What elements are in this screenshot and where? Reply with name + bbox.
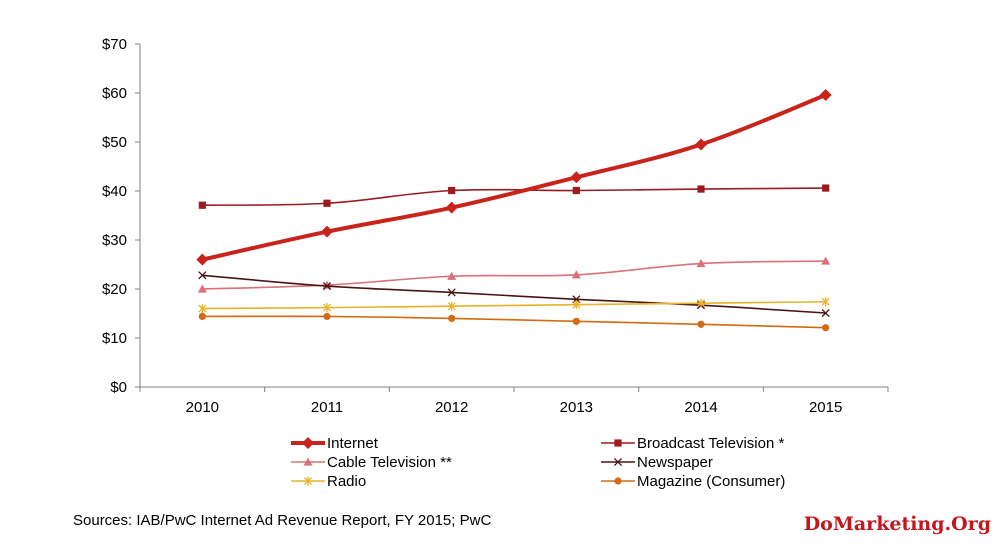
legend-label: Radio [327, 473, 366, 490]
data-point [572, 300, 581, 310]
legend-marker [303, 457, 313, 466]
y-tick-label: $20 [102, 281, 127, 298]
data-point [821, 297, 830, 307]
data-point [322, 303, 332, 313]
data-point [198, 271, 207, 280]
data-point [196, 253, 209, 266]
data-point [198, 304, 207, 314]
legend-label: Internet [327, 435, 379, 452]
data-point [571, 270, 581, 279]
series-layer [196, 88, 832, 332]
series-cable-television [197, 256, 831, 293]
legend-marker [613, 457, 623, 467]
data-point [821, 256, 831, 265]
data-point [447, 301, 456, 311]
series-line [202, 260, 826, 290]
data-point [323, 199, 331, 207]
y-axis-ticks: $0 $10 $20 $30 $40 $50 $60 $70 [102, 36, 140, 396]
data-point [445, 201, 458, 214]
x-tick-label: 2010 [186, 399, 219, 416]
data-point [695, 138, 707, 151]
y-tick-label: $50 [102, 134, 127, 151]
series-newspaper [198, 271, 830, 318]
data-point [822, 324, 830, 332]
series-line [201, 93, 827, 262]
series-line [202, 300, 826, 310]
series-radio [198, 297, 830, 314]
x-tick-label: 2012 [435, 399, 468, 416]
data-point [572, 317, 580, 325]
y-tick-label: $70 [102, 36, 127, 53]
y-tick-label: $30 [102, 232, 127, 249]
legend-label: Magazine (Consumer) [637, 473, 785, 490]
data-point [819, 88, 832, 101]
data-point [448, 314, 456, 322]
data-point [570, 171, 583, 184]
y-tick-label: $40 [102, 183, 127, 200]
legend-label: Newspaper [637, 454, 713, 471]
legend-item: Cable Television ** [291, 454, 452, 471]
legend-label: Cable Television ** [327, 454, 452, 471]
data-point [696, 259, 706, 268]
data-point [822, 184, 830, 192]
data-point [697, 185, 705, 193]
data-point [697, 320, 705, 328]
legend-item: Internet [291, 435, 379, 452]
legend-item: Magazine (Consumer) [601, 473, 785, 490]
x-tick-label: 2013 [560, 399, 593, 416]
source-note: Sources: IAB/PwC Internet Ad Revenue Rep… [73, 512, 492, 529]
legend: Internet Broadcast Television * Cable Tele… [291, 435, 785, 490]
legend-marker [614, 477, 622, 485]
series-line [202, 187, 826, 207]
watermark-logo: DoMarketing.Org [803, 513, 991, 535]
data-point [198, 312, 206, 321]
x-tick-label: 2014 [684, 399, 717, 416]
series-internet [196, 88, 832, 266]
data-point [696, 298, 706, 308]
y-tick-label: $0 [110, 379, 127, 396]
data-point [821, 308, 830, 318]
data-point [572, 186, 580, 195]
series-line [202, 274, 826, 314]
legend-item: Radio [291, 473, 366, 490]
y-tick-label: $60 [102, 85, 127, 102]
legend-item: Newspaper [601, 454, 713, 471]
data-point [197, 284, 207, 293]
series-broadcast-television [198, 184, 830, 209]
data-point [322, 282, 332, 291]
legend-marker [614, 439, 622, 447]
x-tick-label: 2011 [311, 399, 343, 416]
legend-marker [302, 437, 314, 449]
x-axis-ticks: 2010 2011 2012 2013 2014 2015 [139, 387, 889, 416]
legend-item: Broadcast Television * [601, 435, 784, 452]
series-line [202, 315, 826, 329]
axes [139, 44, 888, 388]
x-tick-label: 2015 [809, 399, 842, 416]
legend-marker [303, 476, 313, 486]
data-point [323, 312, 331, 321]
data-point [447, 271, 457, 280]
data-point [198, 201, 206, 209]
data-point [321, 225, 333, 238]
y-tick-label: $10 [102, 330, 127, 347]
series-magazine-consumer [198, 312, 830, 332]
data-point [447, 288, 456, 297]
legend-label: Broadcast Television * [637, 435, 784, 452]
data-point [448, 186, 456, 195]
